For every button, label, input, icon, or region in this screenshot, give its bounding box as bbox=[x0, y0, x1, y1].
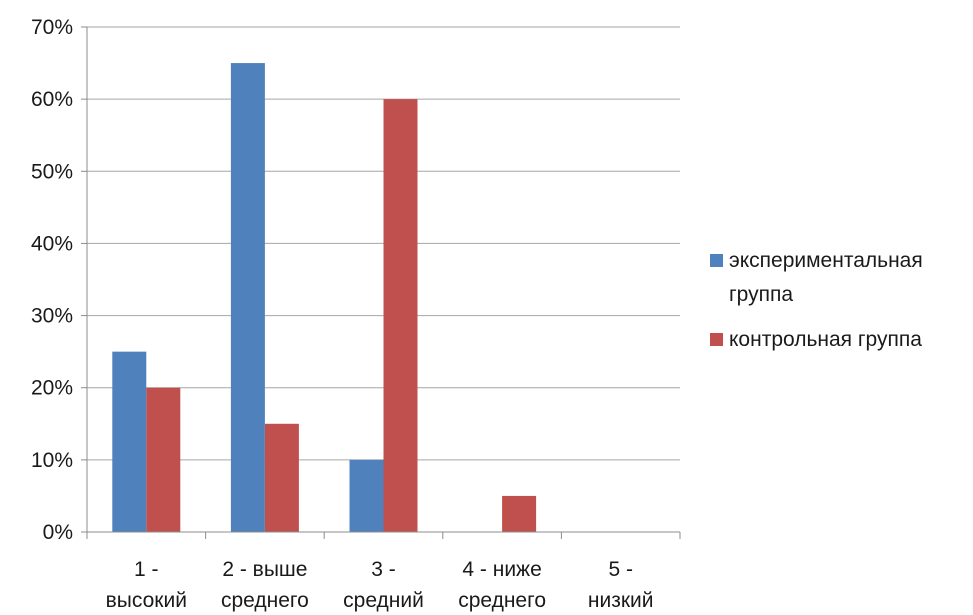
x-category-label: 3 -средний bbox=[343, 558, 424, 612]
y-tick-labels: 0% 10% 20% 30% 40% 50% 60% 70% bbox=[31, 16, 73, 544]
bars bbox=[112, 63, 537, 533]
legend-swatch bbox=[710, 254, 723, 267]
legend-label: контрольная группа bbox=[729, 328, 922, 351]
y-tick-label: 40% bbox=[31, 232, 73, 255]
bar-experimental bbox=[112, 351, 147, 532]
bar-control bbox=[383, 99, 418, 533]
y-tick-label: 20% bbox=[31, 377, 73, 400]
bar-control bbox=[264, 423, 299, 532]
x-category-label: 1 -высокий bbox=[106, 558, 187, 612]
x-category-label: 2 - выше среднего bbox=[221, 558, 309, 612]
x-category-label: 5 -низкий bbox=[588, 558, 654, 612]
legend-label: экспериментальная группа bbox=[729, 249, 923, 306]
x-category-label: 4 - ниже среднего bbox=[458, 558, 546, 612]
bar-experimental bbox=[230, 63, 265, 532]
y-tick-label: 10% bbox=[31, 449, 73, 472]
y-tick-label: 30% bbox=[31, 305, 73, 328]
y-tick-label: 70% bbox=[31, 16, 73, 39]
axes bbox=[81, 26, 681, 539]
y-tick-label: 50% bbox=[31, 160, 73, 183]
bar-control bbox=[146, 387, 181, 532]
x-category-labels: 1 -высокий 2 - выше среднего 3 -средний 4 - … bbox=[106, 558, 654, 612]
legend: экспериментальная группа контрольная групп… bbox=[710, 249, 923, 351]
y-tick-label: 60% bbox=[31, 88, 73, 111]
legend-swatch bbox=[710, 333, 723, 346]
y-tick-label: 0% bbox=[43, 521, 73, 544]
bar-experimental bbox=[349, 459, 384, 532]
bar-control bbox=[502, 495, 537, 532]
